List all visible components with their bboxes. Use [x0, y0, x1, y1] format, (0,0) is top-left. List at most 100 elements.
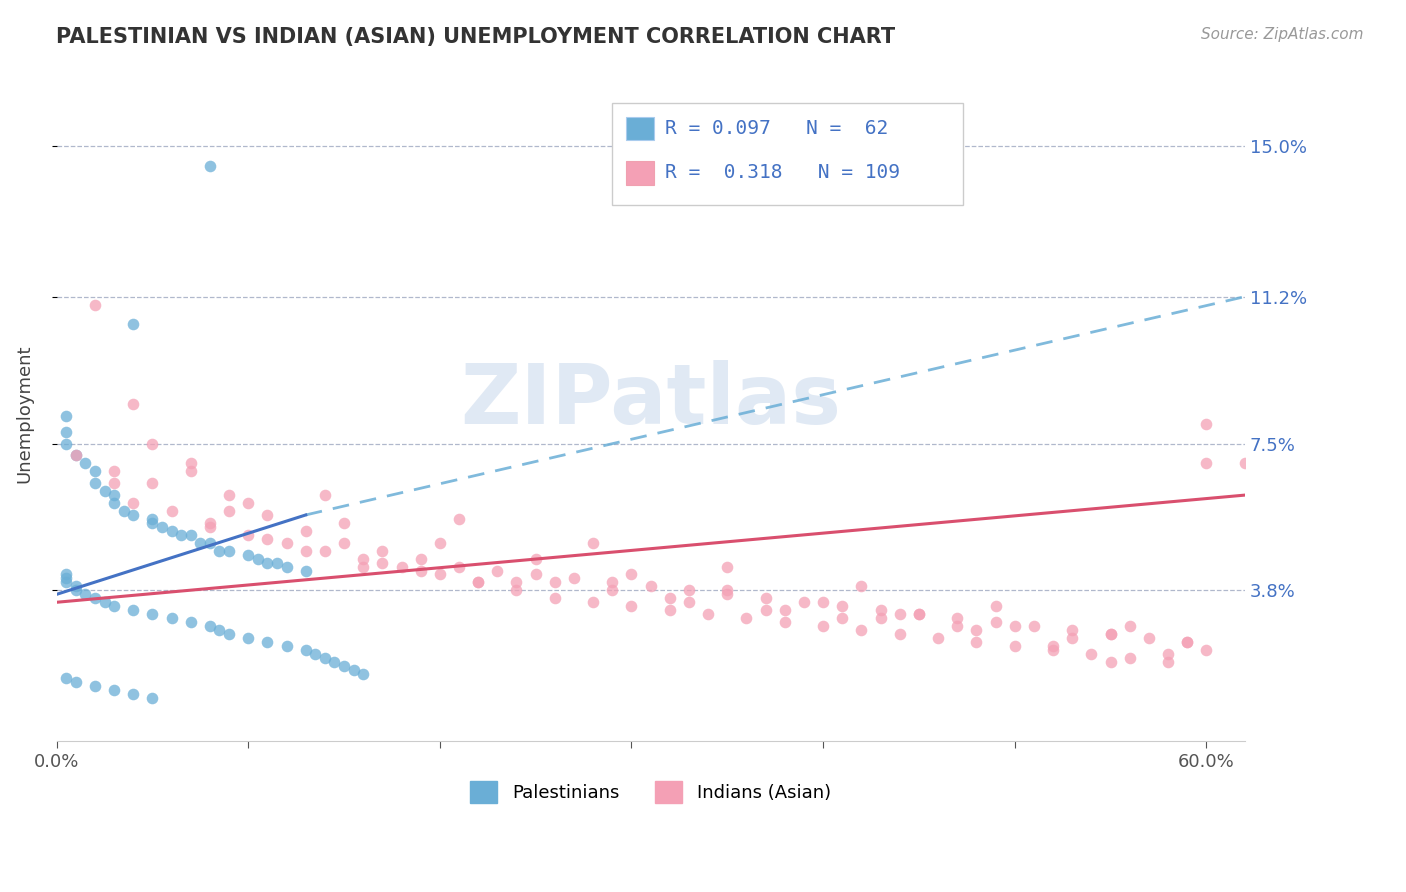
- Point: [1004, 639, 1026, 653]
- Point: [170, 528, 193, 542]
- Point: [150, 520, 173, 534]
- Point: [314, 650, 336, 665]
- Point: [1080, 647, 1102, 661]
- Point: [831, 599, 853, 614]
- Point: [697, 607, 720, 622]
- Point: [65, 583, 87, 598]
- Point: [55, 409, 77, 423]
- Point: [55, 671, 77, 685]
- Point: [486, 564, 509, 578]
- Point: [304, 647, 326, 661]
- Point: [811, 595, 834, 609]
- Point: [1099, 627, 1122, 641]
- Point: [256, 635, 278, 649]
- Point: [122, 318, 145, 332]
- Point: [238, 496, 260, 510]
- Point: [1099, 627, 1122, 641]
- Point: [141, 690, 163, 705]
- Point: [447, 559, 470, 574]
- Point: [122, 508, 145, 522]
- Point: [333, 658, 356, 673]
- Point: [294, 543, 316, 558]
- Point: [198, 619, 221, 633]
- Point: [352, 559, 374, 574]
- Point: [314, 488, 336, 502]
- Point: [505, 575, 527, 590]
- Point: [755, 591, 778, 606]
- Point: [773, 603, 796, 617]
- Point: [409, 551, 432, 566]
- Point: [582, 535, 605, 549]
- Point: [218, 488, 240, 502]
- Point: [1118, 650, 1140, 665]
- Point: [1022, 619, 1045, 633]
- Point: [984, 615, 1007, 629]
- Point: [333, 535, 356, 549]
- Point: [620, 567, 643, 582]
- Legend: Palestinians, Indians (Asian): Palestinians, Indians (Asian): [463, 774, 838, 811]
- Point: [1195, 417, 1218, 431]
- Point: [658, 591, 681, 606]
- Point: [946, 619, 969, 633]
- Point: [55, 436, 77, 450]
- Point: [965, 623, 987, 637]
- Point: [1157, 647, 1180, 661]
- Point: [112, 504, 135, 518]
- Point: [75, 587, 97, 601]
- Point: [276, 639, 298, 653]
- Point: [908, 607, 931, 622]
- Point: [1195, 643, 1218, 657]
- Point: [323, 655, 346, 669]
- Point: [276, 535, 298, 549]
- Point: [103, 464, 125, 478]
- Point: [294, 643, 316, 657]
- Point: [371, 543, 394, 558]
- Point: [793, 595, 815, 609]
- Point: [889, 607, 911, 622]
- Point: [716, 587, 738, 601]
- Text: Source: ZipAtlas.com: Source: ZipAtlas.com: [1201, 27, 1364, 42]
- Point: [238, 528, 260, 542]
- Point: [908, 607, 931, 622]
- Point: [103, 682, 125, 697]
- Point: [678, 595, 700, 609]
- Point: [198, 535, 221, 549]
- Point: [582, 595, 605, 609]
- Text: ZIPatlas: ZIPatlas: [460, 360, 841, 442]
- Point: [198, 520, 221, 534]
- Point: [600, 583, 623, 598]
- Point: [160, 611, 183, 625]
- Point: [122, 397, 145, 411]
- Point: [218, 543, 240, 558]
- Point: [84, 591, 107, 606]
- Point: [246, 551, 269, 566]
- Point: [314, 543, 336, 558]
- Point: [84, 298, 107, 312]
- Point: [141, 436, 163, 450]
- Point: [409, 564, 432, 578]
- Point: [658, 603, 681, 617]
- Point: [544, 575, 567, 590]
- Point: [965, 635, 987, 649]
- Point: [65, 674, 87, 689]
- Point: [352, 551, 374, 566]
- Point: [371, 556, 394, 570]
- Point: [716, 559, 738, 574]
- Point: [562, 571, 585, 585]
- Point: [238, 548, 260, 562]
- Point: [429, 567, 451, 582]
- Point: [84, 464, 107, 478]
- Point: [122, 603, 145, 617]
- Point: [103, 496, 125, 510]
- Point: [294, 564, 316, 578]
- Point: [218, 627, 240, 641]
- Point: [544, 591, 567, 606]
- Point: [927, 631, 949, 645]
- Point: [266, 556, 288, 570]
- Text: PALESTINIAN VS INDIAN (ASIAN) UNEMPLOYMENT CORRELATION CHART: PALESTINIAN VS INDIAN (ASIAN) UNEMPLOYME…: [56, 27, 896, 46]
- Point: [1157, 655, 1180, 669]
- Point: [1062, 623, 1084, 637]
- Point: [218, 504, 240, 518]
- Point: [55, 575, 77, 590]
- Point: [1042, 639, 1064, 653]
